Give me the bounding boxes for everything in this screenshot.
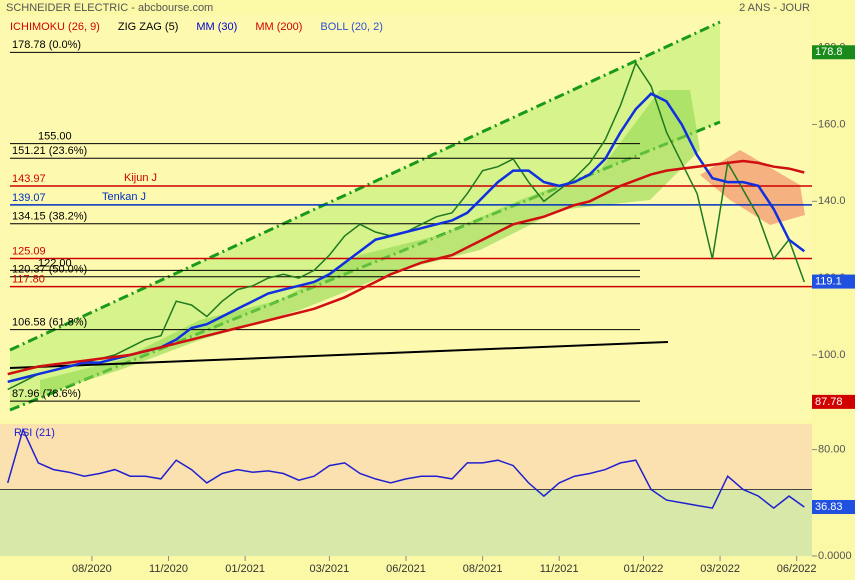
x-tick-label: 11/2021 <box>540 563 579 575</box>
price-marker <box>812 45 855 60</box>
price-marker-label: 36.83 <box>815 501 843 513</box>
level-label: 125.09 <box>12 245 46 257</box>
price-marker <box>812 274 855 289</box>
x-tick-label: 08/2020 <box>72 563 112 575</box>
level-label: 122.00 <box>38 257 72 269</box>
price-marker <box>812 500 855 515</box>
y-tick-label: 140.0 <box>818 195 846 207</box>
ichimoku-cloud <box>40 90 700 395</box>
level-label: 120.37 (50.0%) <box>12 264 87 276</box>
x-tick-label: 08/2021 <box>463 563 503 575</box>
x-tick-label: 01/2021 <box>225 563 265 575</box>
level-label: 151.21 (23.6%) <box>12 145 87 157</box>
level-label: 87.96 (78.6%) <box>12 388 81 400</box>
level-label: 178.78 (0.0%) <box>12 39 81 51</box>
y-tick-label: 160.0 <box>818 118 846 130</box>
level-label: 106.58 (61.8%) <box>12 317 87 329</box>
trend-line <box>9 341 669 369</box>
series-line <box>6 427 805 510</box>
level-name: Tenkan J <box>102 191 146 203</box>
legend-entry: BOLL (20, 2) <box>320 21 383 33</box>
level-name: Kijun J <box>124 172 157 184</box>
x-tick-label: 01/2022 <box>624 563 664 575</box>
price-marker-label: 178.8 <box>815 46 843 58</box>
period-label: 2 ANS - JOUR <box>739 2 810 14</box>
chart-title: SCHNEIDER ELECTRIC - abcbourse.com <box>6 2 213 14</box>
x-tick-label: 03/2022 <box>700 563 740 575</box>
legend-entry: MM (200) <box>255 21 302 33</box>
legend-entry: ICHIMOKU (26, 9) <box>10 21 100 33</box>
level-label: 139.07 <box>12 192 46 204</box>
y-tick-label: 0.0000 <box>818 550 852 562</box>
x-tick-label: 06/2021 <box>386 563 426 575</box>
legend-entry: MM (30) <box>196 21 237 33</box>
level-label: 143.97 <box>12 173 46 185</box>
price-marker-label: 87.78 <box>815 396 843 408</box>
price-marker <box>812 394 855 409</box>
y-tick-label: 80.00 <box>818 444 846 456</box>
legend-entry: ZIG ZAG (5) <box>118 21 179 33</box>
x-tick-label: 06/2022 <box>777 563 817 575</box>
y-tick-label: 100.0 <box>818 349 846 361</box>
channel <box>10 22 720 410</box>
rsi-lower-zone <box>0 490 812 556</box>
rsi-title: RSI (21) <box>14 427 55 439</box>
x-tick-label: 11/2020 <box>149 563 188 575</box>
price-marker-label: 119.1 <box>815 275 842 287</box>
level-label: 155.00 <box>38 131 72 143</box>
rsi-upper-zone <box>0 424 812 490</box>
x-tick-label: 03/2021 <box>310 563 350 575</box>
series-line <box>7 159 805 376</box>
level-label: 134.15 (38.2%) <box>12 211 87 223</box>
level-label: 117.80 <box>12 273 45 285</box>
